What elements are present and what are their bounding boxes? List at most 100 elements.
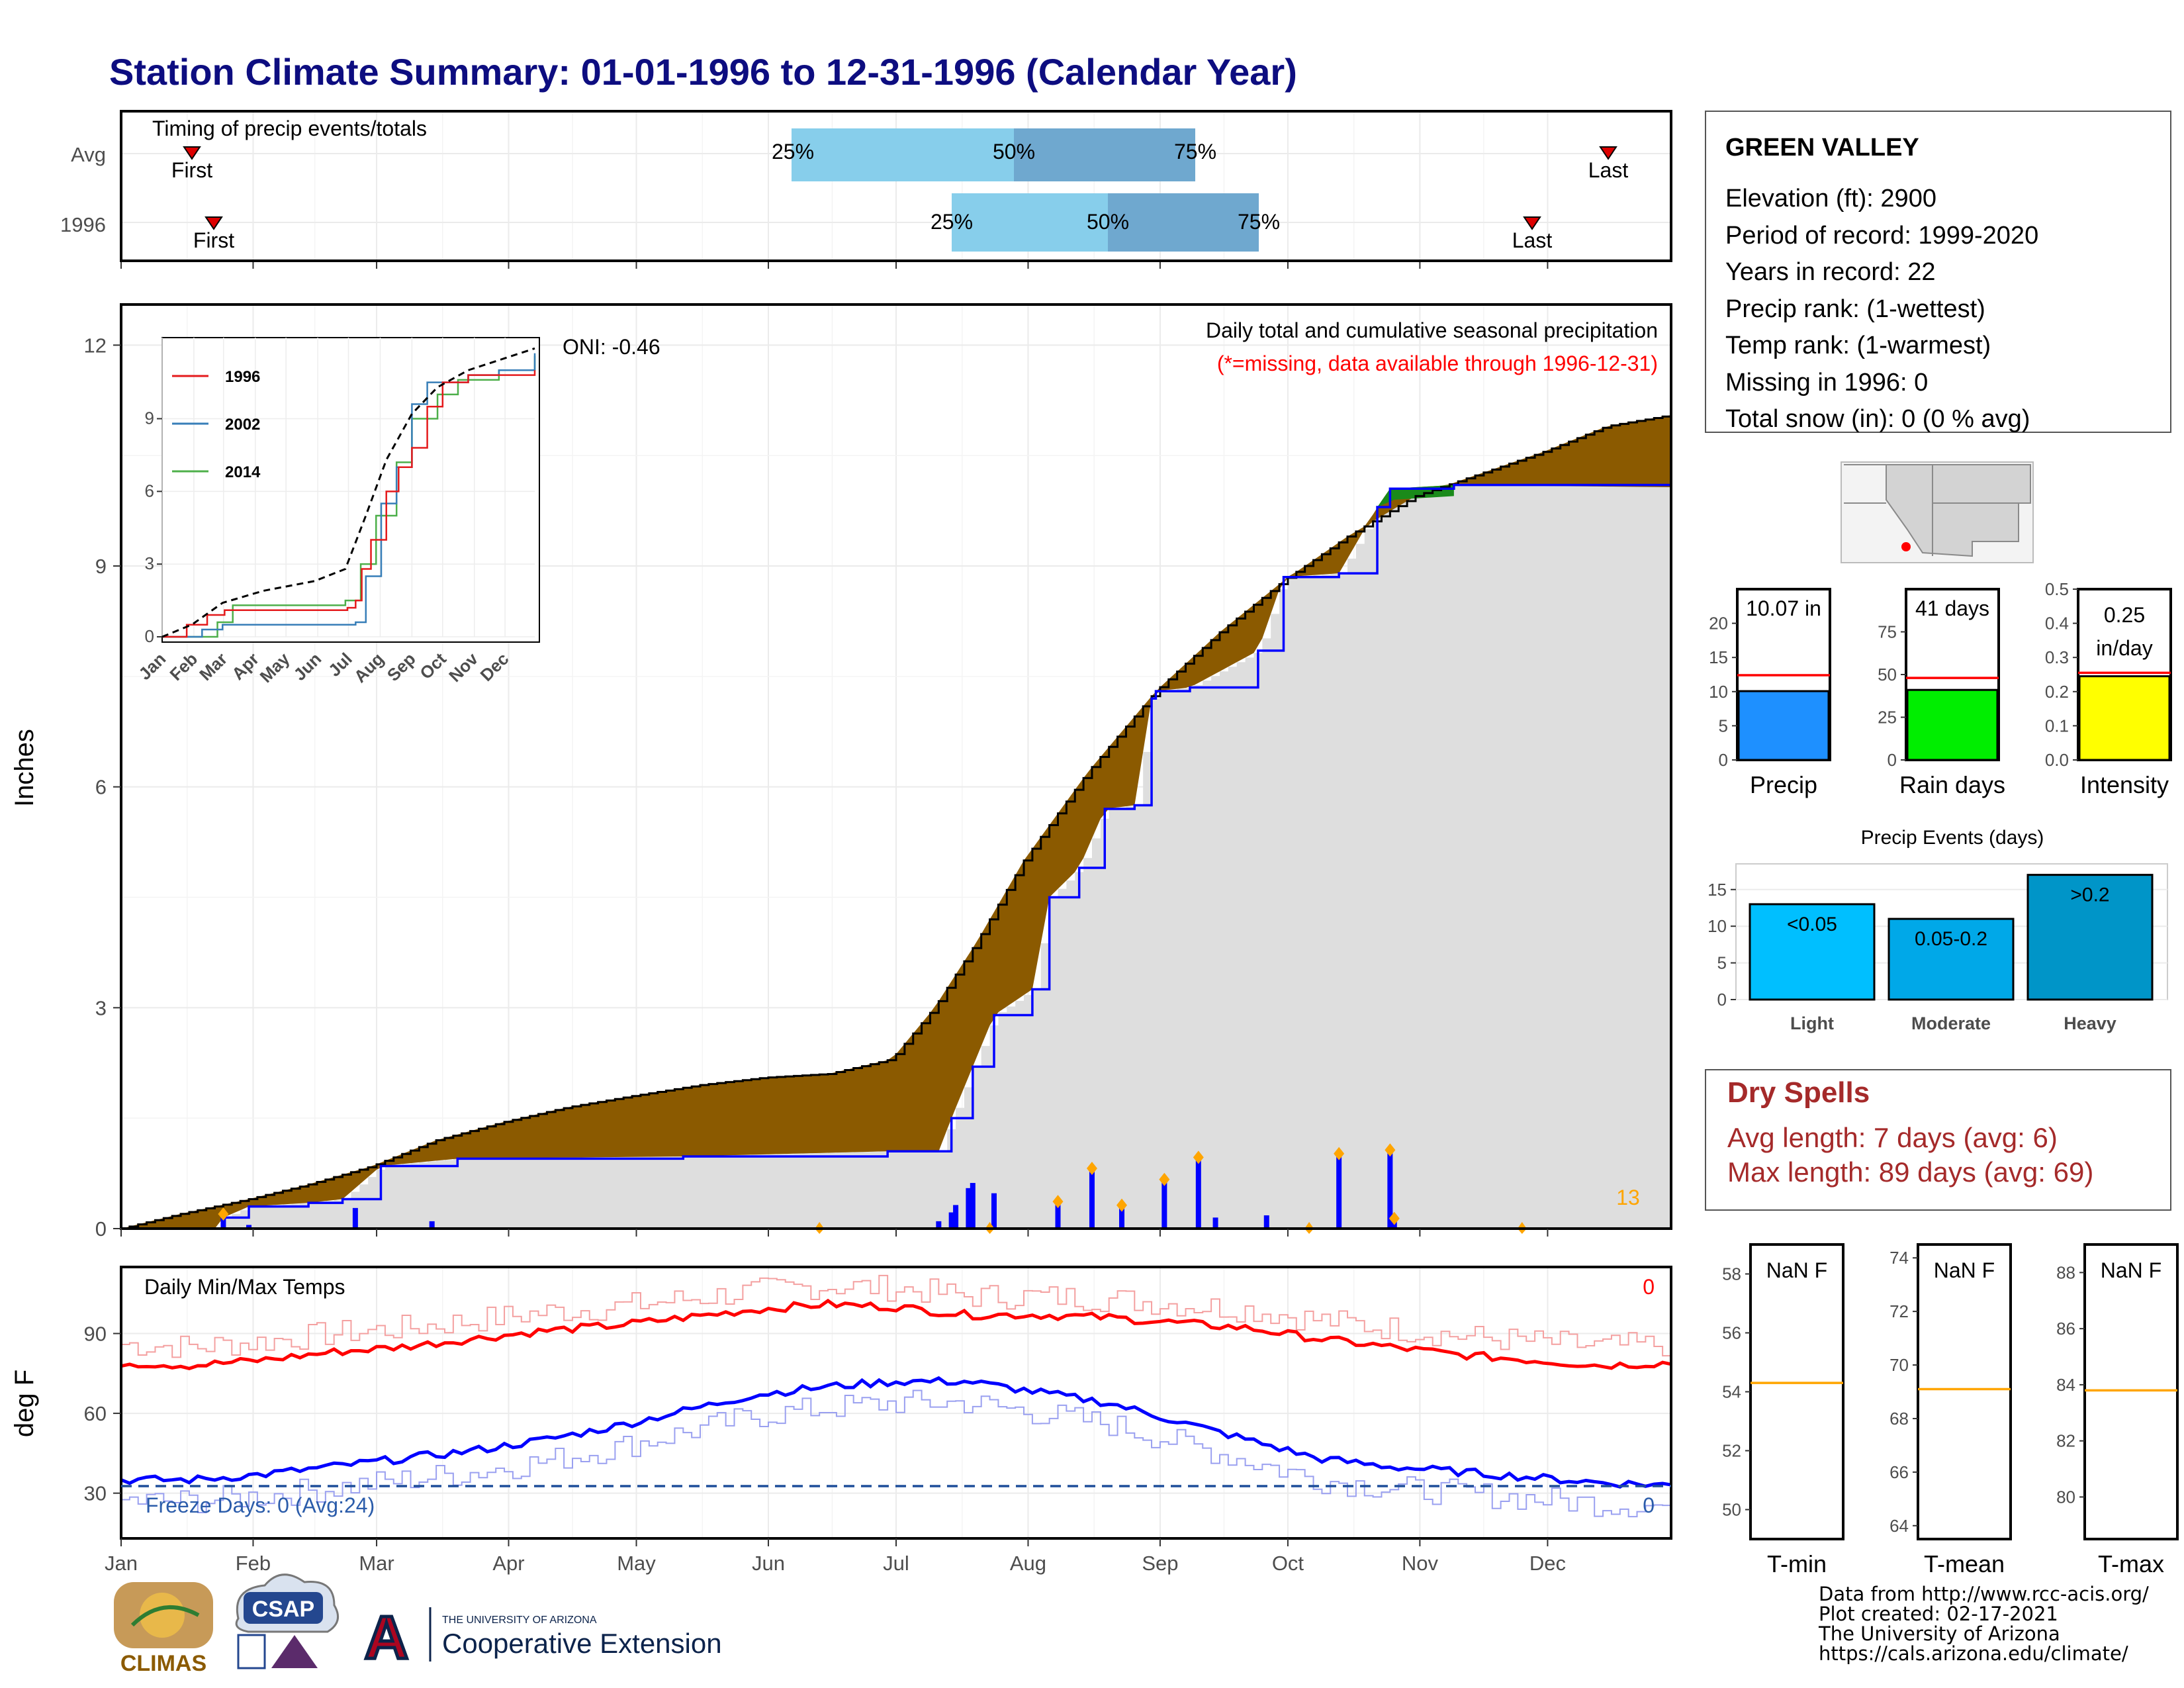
daily-precip-bar	[1387, 1151, 1393, 1229]
events-ytick-label: 10	[1707, 916, 1727, 936]
temp-stat-ytick-label: 80	[2056, 1487, 2075, 1507]
climas-sun-icon	[140, 1593, 185, 1638]
month-label: Sep	[1142, 1552, 1178, 1575]
stat-ytick-label: 5	[1719, 716, 1728, 735]
temp-ytick-label: 30	[84, 1482, 107, 1505]
daily-precip-bar	[429, 1221, 435, 1229]
stat-ytick-label: 15	[1709, 647, 1728, 667]
temp-stat-value-1: NaN F	[1934, 1258, 1995, 1282]
avg-p25-label: 25%	[772, 140, 814, 164]
climas-swoosh-icon	[130, 1605, 200, 1627]
temp-stat-ytick-label: 50	[1722, 1500, 1741, 1520]
dry-spells-title: Dry Spells	[1727, 1076, 1870, 1109]
events-category-2: Heavy	[2064, 1013, 2116, 1033]
avg-p50-label: 50%	[993, 140, 1035, 164]
heavy-event-marker	[1116, 1198, 1128, 1212]
station-elevation: Elevation (ft): 2900	[1725, 185, 1936, 212]
locator-map	[1841, 461, 2034, 563]
temp-stat-ytick-label: 56	[1722, 1323, 1741, 1343]
daily-precip-bar	[966, 1188, 972, 1229]
daily-precip-bar	[936, 1221, 942, 1229]
inset-xtick-label: Jul	[324, 649, 356, 680]
dry-spells-max: Max length: 89 days (avg: 69)	[1727, 1156, 2093, 1188]
heavy-event-marker	[1193, 1150, 1204, 1164]
oni-label: ONI: -0.46	[563, 335, 660, 359]
inset-xtick-label: May	[255, 649, 293, 686]
month-label: Mar	[359, 1552, 394, 1575]
station-name: GREEN VALLEY	[1725, 134, 1919, 162]
inset-line-1996	[162, 370, 536, 638]
precip-panel: 0 3 6 9 12 Daily total and cumulative season…	[10, 303, 1672, 1241]
yr-last-label: Last	[1512, 228, 1553, 252]
temp-stat-box-0	[1749, 1243, 1844, 1540]
month-label: Apr	[492, 1552, 524, 1575]
timing-row-avg-label: Avg	[71, 143, 106, 166]
month-label: Jul	[883, 1552, 909, 1575]
daily-precip-bar	[970, 1183, 976, 1229]
stat-ytick-label: 25	[1878, 708, 1897, 727]
temp-min-count: 0	[1643, 1493, 1655, 1517]
station-snow: Total snow (in): 0 (0 % avg)	[1725, 405, 2030, 433]
inset-xtick-label: Nov	[445, 649, 482, 686]
stat-name-2: Intensity	[2080, 771, 2169, 798]
inset-xtick-label: Apr	[228, 649, 263, 684]
inset-xtick-label: Aug	[350, 649, 388, 686]
avg-quartile-bar-low	[792, 128, 1014, 181]
inset-avg-line	[161, 347, 535, 638]
heavy-event-marker	[1086, 1162, 1097, 1176]
stat-value-bar-2	[2078, 675, 2171, 761]
footer-line-3: The University of Arizona	[1818, 1622, 2060, 1645]
temp-stat-ytick-label: 72	[1889, 1301, 1909, 1321]
inset-xtick-label: Jun	[290, 649, 326, 684]
csap-logo-text: CSAP	[252, 1597, 314, 1622]
month-label: May	[617, 1552, 656, 1575]
map-region	[1844, 464, 2031, 557]
footer-line-1: Data from http://www.rcc-acis.org/	[1819, 1583, 2149, 1605]
daily-min-line	[121, 1389, 1672, 1518]
inset-legend-label: 2002	[225, 416, 260, 434]
station-years: Years in record: 22	[1725, 258, 1936, 286]
daily-precip-bar	[246, 1225, 252, 1229]
daily-precip-bar	[948, 1212, 954, 1229]
stat-ytick-label: 0.3	[2045, 647, 2069, 667]
inset-background	[161, 337, 540, 643]
yr-quartile-bar-high	[1108, 193, 1259, 252]
heavy-event-marker	[218, 1207, 229, 1221]
avg-last-label: Last	[1588, 158, 1629, 182]
footer-line-4: https://cals.arizona.edu/climate/	[1819, 1642, 2128, 1665]
events-bar-light	[1749, 903, 1876, 1001]
yr-quartile-bar-low	[952, 193, 1108, 252]
heavy-event-marker	[1388, 1211, 1400, 1225]
stat-ytick-label: 0.1	[2045, 716, 2069, 735]
avg-min-line	[120, 1376, 1672, 1489]
stat-value-unit-2: in/day	[2096, 636, 2152, 660]
avg-p75-label: 75%	[1174, 140, 1216, 164]
temp-ytick-label: 90	[84, 1322, 107, 1345]
ua-big-text: Cooperative Extension	[442, 1628, 722, 1659]
temp-stat-ytick-label: 54	[1722, 1382, 1741, 1402]
ua-logo: A THE UNIVERSITY OF ARIZONA Cooperative …	[359, 1603, 722, 1673]
precip-ytick-label: 3	[95, 996, 107, 1019]
daily-precip-bar	[220, 1215, 226, 1229]
event-count: 13	[1616, 1186, 1640, 1209]
precip-ytick-label: 0	[95, 1217, 107, 1241]
temp-stat-name-0: T-min	[1767, 1550, 1827, 1577]
station-precip-rank: Precip rank: (1-wettest)	[1725, 295, 1985, 323]
temp-stat-ytick-label: 66	[1889, 1462, 1909, 1482]
stat-value-bar-1	[1906, 688, 1999, 761]
stat-ytick-label: 0.0	[2045, 750, 2069, 770]
timing-label: Timing of precip events/totals	[152, 117, 427, 140]
daily-precip-bar	[953, 1205, 959, 1229]
station-box	[1705, 111, 2171, 433]
stat-ytick-label: 0.2	[2045, 682, 2069, 702]
precip-missing-note: (*=missing, data available through 1996-…	[1217, 352, 1658, 375]
temp-stat-ytick-label: 82	[2056, 1431, 2075, 1451]
csap-badge	[244, 1592, 323, 1624]
avg-last-marker	[1599, 146, 1617, 160]
freeze-days-label: Freeze Days: 0 (Avg:24)	[146, 1493, 375, 1517]
ua-small-text: THE UNIVERSITY OF ARIZONA	[442, 1615, 597, 1626]
temp-stat-name-2: T-max	[2098, 1550, 2164, 1577]
temp-stat-box-1	[1917, 1243, 2012, 1540]
station-missing: Missing in 1996: 0	[1725, 369, 1928, 397]
temp-stat-name-1: T-mean	[1924, 1550, 2005, 1577]
